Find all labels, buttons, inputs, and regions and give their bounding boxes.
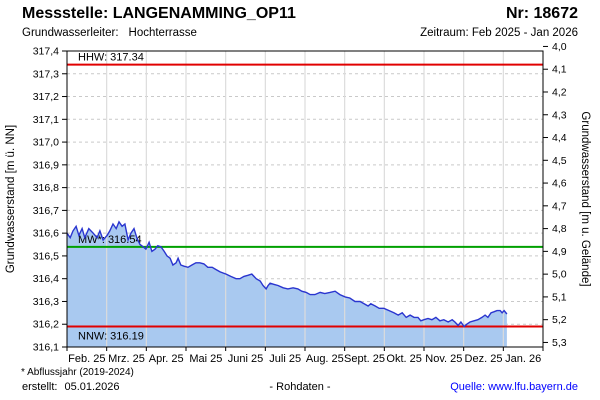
y-tick-label-left: 317,4 [33,46,59,58]
month-label: Feb. 25 [68,353,105,365]
month-label: Jan. 26 [505,353,541,365]
y-tick-label-right: 5,0 [552,269,567,281]
month-label: Mrz. 25 [108,353,145,365]
station-number: Nr: 18672 [505,5,578,22]
aquifer-line: Grundwasserleiter: Hochterrasse [22,27,197,39]
y-axis-title-left: Grundwasserstand [m ü. NN] [5,125,17,273]
aquifer-value: Hochterrasse [128,27,197,39]
month-label: Juni 25 [228,353,263,365]
y-tick-label-right: 4,4 [552,132,567,144]
y-tick-label-left: 316,9 [33,159,59,171]
y-tick-label-right: 5,3 [552,337,567,349]
period-label: Zeitraum: Feb 2025 - Jan 2026 [420,27,578,39]
y-tick-label-right: 4,3 [552,109,567,121]
created-label: erstellt: [22,381,58,393]
y-tick-label-right: 4,1 [552,64,567,76]
created-line: erstellt: 05.01.2026 [22,381,120,393]
rohdaten-note: - Rohdaten - [269,381,331,393]
footnote: * Abflussjahr (2019-2024) [21,367,134,378]
y-tick-label-left: 316,6 [33,228,59,240]
reference-label-nnw: NNW: 316.19 [78,331,144,343]
y-tick-label-right: 4,0 [552,41,567,53]
y-tick-label-left: 316,4 [33,273,59,285]
month-label: Okt. 25 [386,353,421,365]
y-tick-label-right: 4,6 [552,178,567,190]
y-tick-label-right: 4,9 [552,246,567,258]
reference-label-hhw: HHW: 317.34 [78,52,144,64]
created-date: 05.01.2026 [64,381,120,393]
y-tick-label-left: 317,3 [33,68,59,80]
series-area [67,221,507,347]
y-tick-label-right: 5,1 [552,291,567,303]
month-label: Juli 25 [269,353,301,365]
month-label: Dez. 25 [465,353,503,365]
y-tick-label-left: 317,1 [33,114,59,126]
month-label: Aug. 25 [306,353,344,365]
y-axis-title-right: Grundwasserstand [m u. Gelände] [579,111,591,286]
y-tick-label-left: 316,5 [33,250,59,262]
aquifer-label: Grundwasserleiter: [22,27,119,39]
y-tick-label-left: 317,2 [33,91,59,103]
month-label: Mai 25 [189,353,222,365]
month-label: Nov. 25 [425,353,462,365]
reference-label-mw: MW*: 316.54 [78,234,142,246]
y-tick-label-right: 5,2 [552,314,567,326]
y-tick-label-left: 316,2 [33,319,59,331]
series-line [66,220,508,328]
y-tick-label-left: 317,0 [33,137,59,149]
y-tick-label-right: 4,8 [552,223,567,235]
source-link[interactable]: Quelle: www.lfu.bayern.de [450,381,578,393]
y-tick-label-left: 316,3 [33,296,59,308]
y-tick-label-left: 316,8 [33,182,59,194]
y-tick-label-left: 316,1 [33,342,59,354]
y-tick-label-right: 4,2 [552,86,567,98]
month-label: Apr. 25 [149,353,184,365]
y-tick-label-right: 4,7 [552,200,567,212]
page-title: Messstelle: LANGENAMMING_OP11 [22,5,296,22]
month-label: Sept. 25 [344,353,385,365]
y-tick-label-left: 316,7 [33,205,59,217]
y-tick-label-right: 4,5 [552,155,567,167]
